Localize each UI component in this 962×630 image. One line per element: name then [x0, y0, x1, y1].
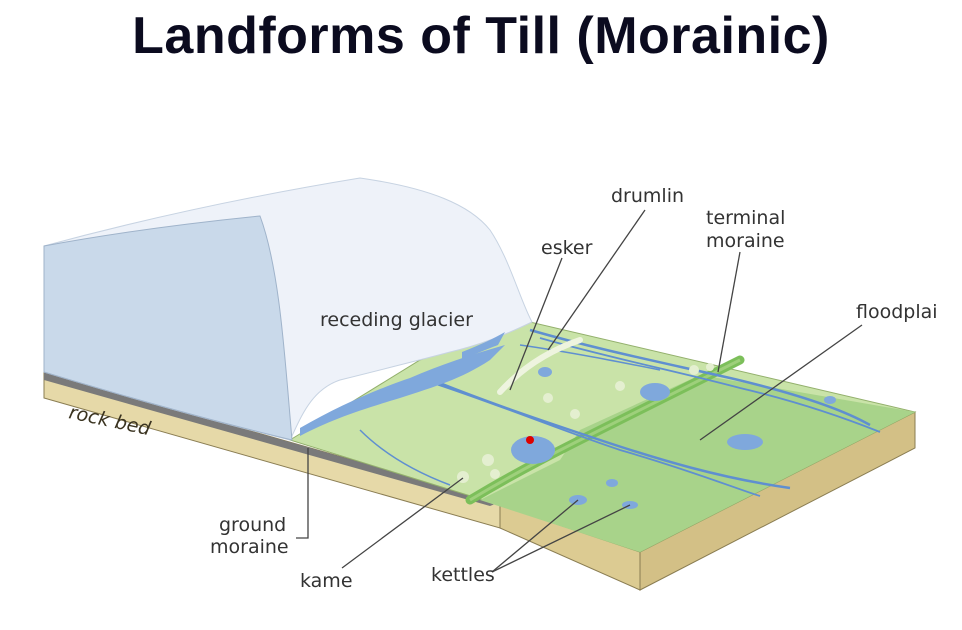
label-kettles: kettles — [431, 564, 495, 586]
label-terminal-moraine-line1: terminal — [706, 207, 785, 229]
red-dot-marker — [526, 436, 534, 444]
label-floodplain: floodplai — [856, 301, 938, 323]
receding-glacier — [43, 177, 533, 441]
label-terminal-moraine-line2: moraine — [706, 230, 785, 252]
label-kame: kame — [300, 570, 353, 592]
leader-lines — [296, 209, 863, 573]
slide-title: Landforms of Till (Morainic) — [132, 7, 830, 65]
label-esker: esker — [541, 237, 593, 259]
label-drumlin: drumlin — [611, 185, 684, 207]
label-ground-moraine-line2: moraine — [210, 536, 289, 558]
label-receding-glacier: receding glacier — [320, 309, 473, 331]
label-ground-moraine-line1: ground — [219, 514, 286, 536]
